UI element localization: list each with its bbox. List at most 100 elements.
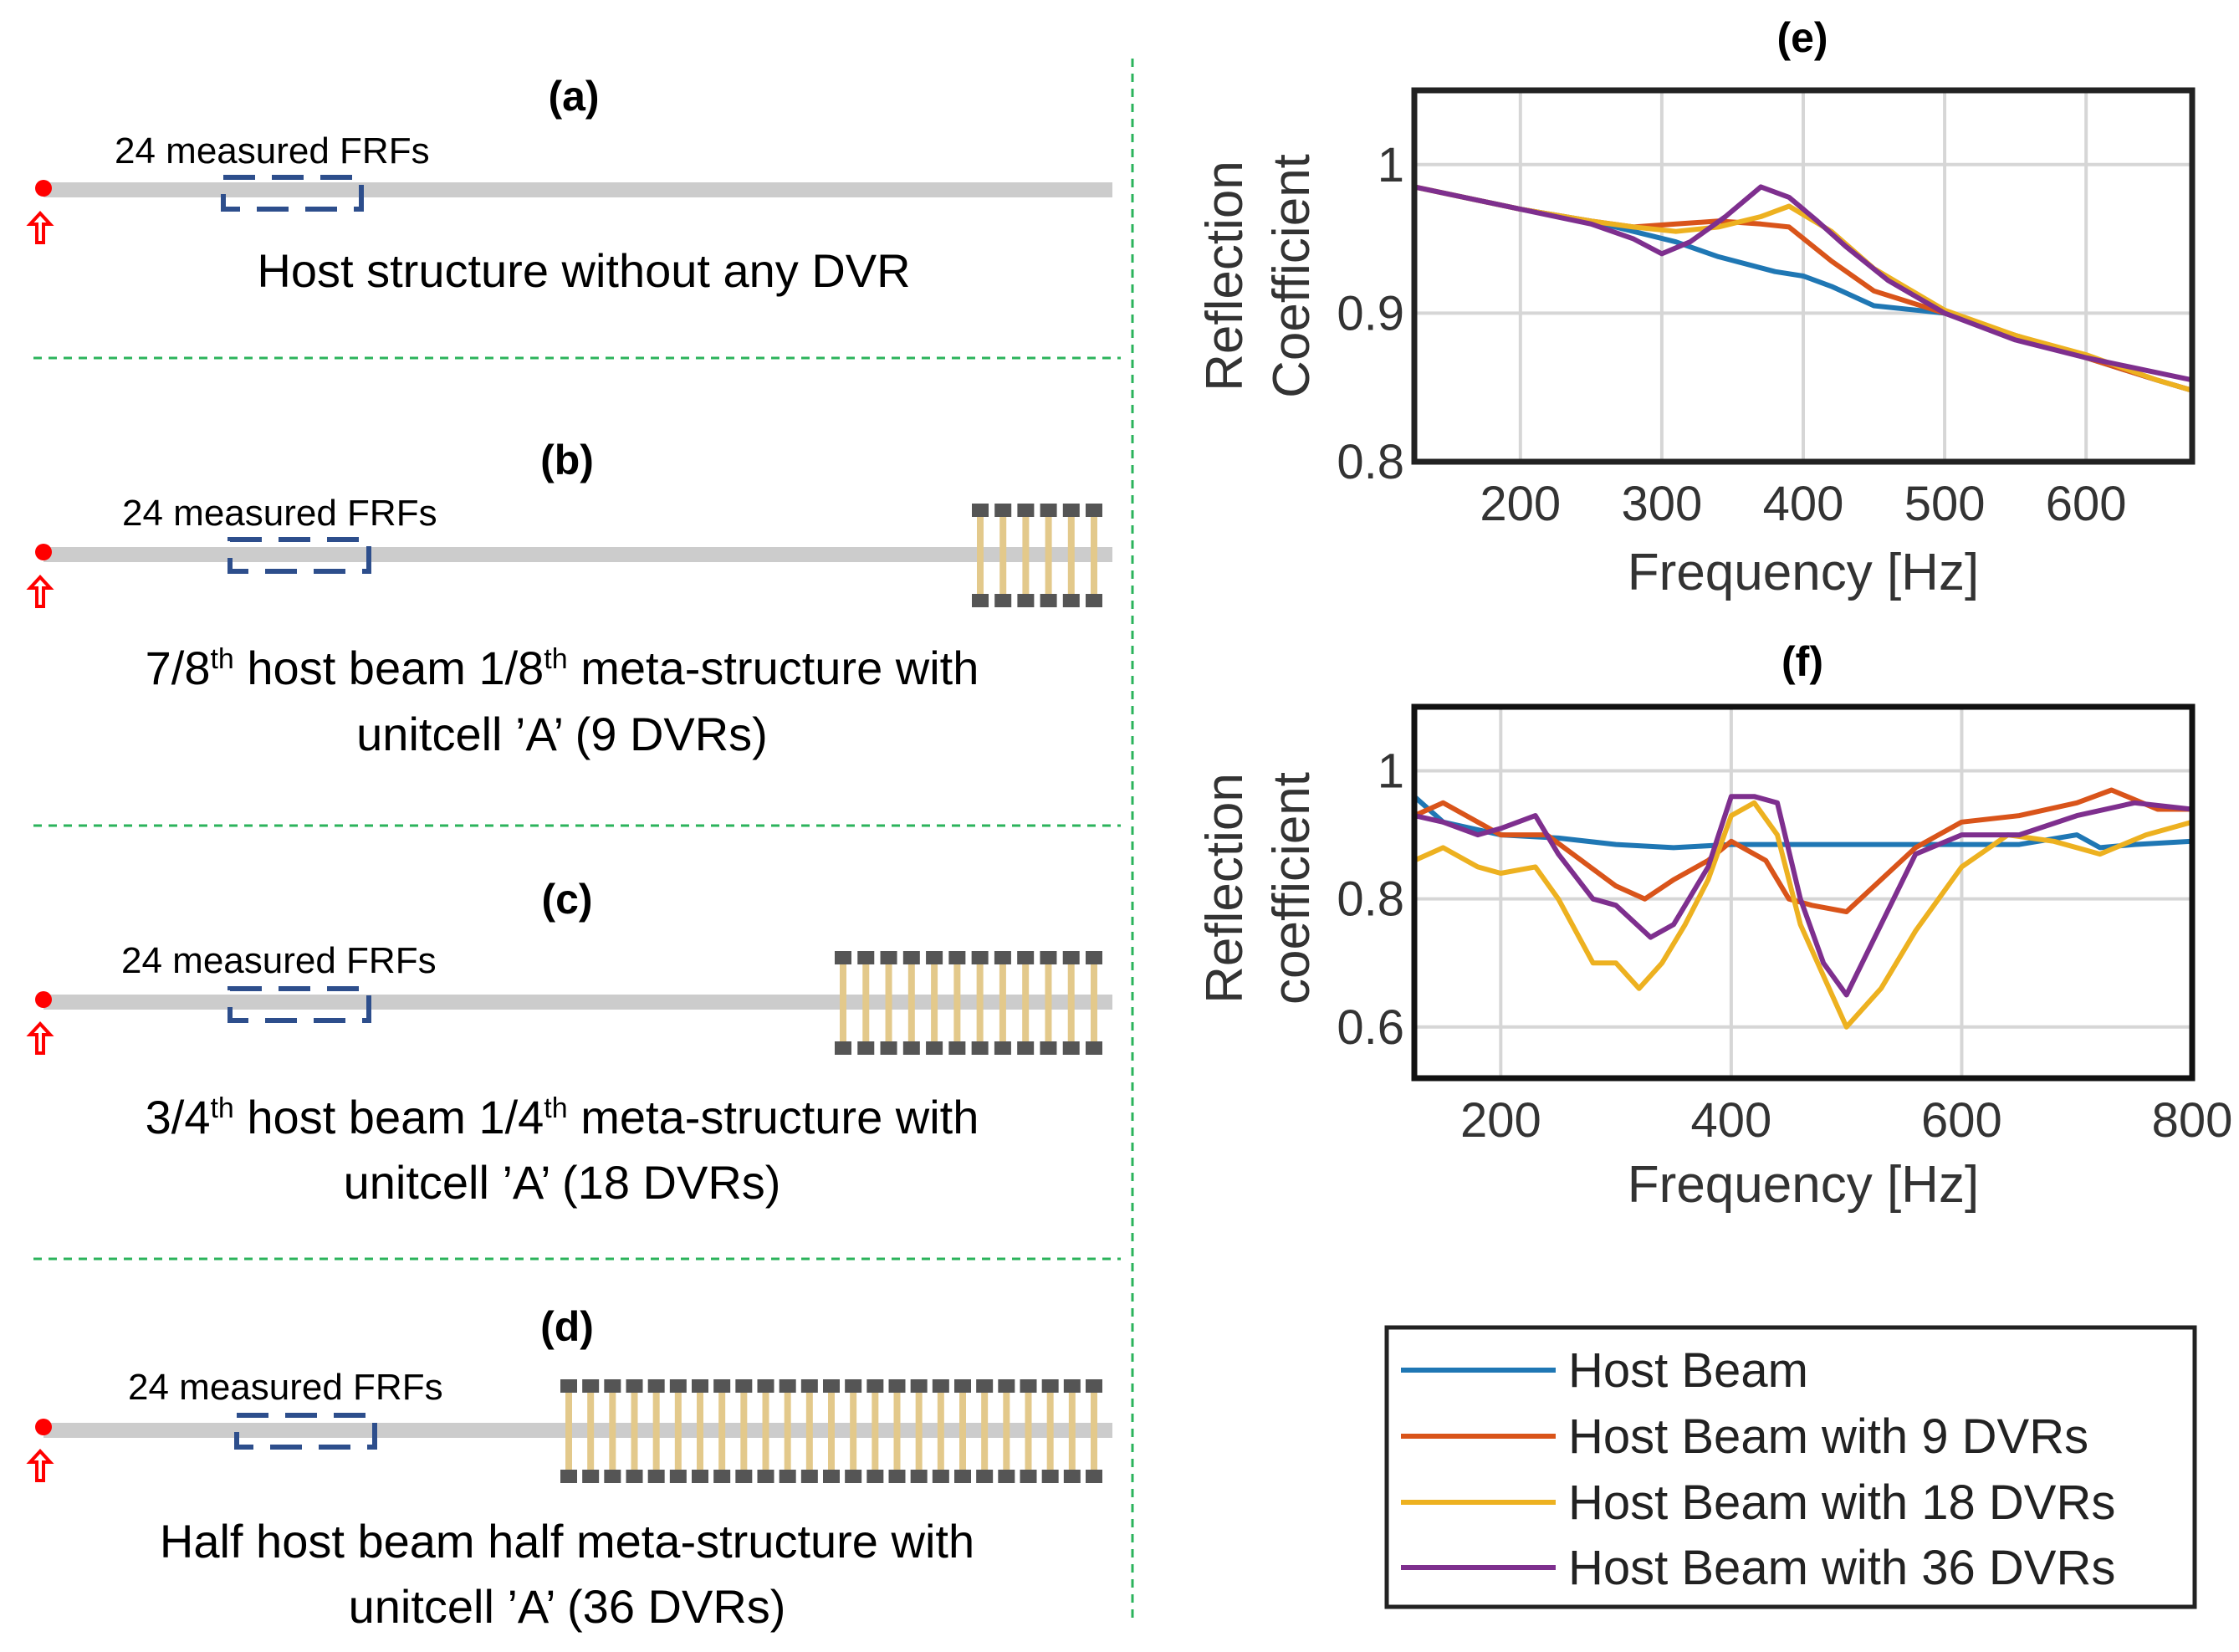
resonator-stem bbox=[1046, 1391, 1054, 1471]
y-tick-label: 0.8 bbox=[1337, 872, 1404, 927]
frf-region-d bbox=[234, 1413, 377, 1450]
resonator-stem bbox=[977, 515, 984, 596]
series-line-dvr18 bbox=[1414, 184, 2192, 393]
schematic-a: (a) 24 measured FRFs Host structure with… bbox=[26, 73, 1112, 297]
resonator-mass-bottom bbox=[998, 1470, 1015, 1483]
resonator-stem bbox=[1068, 1391, 1076, 1471]
frf-label-c: 24 measured FRFs bbox=[121, 940, 437, 981]
frf-region-c bbox=[227, 986, 371, 1023]
resonator-stem bbox=[762, 1391, 769, 1471]
resonator-mass-top bbox=[880, 951, 897, 964]
resonator-mass-bottom bbox=[1020, 1470, 1037, 1483]
resonator-mass-bottom bbox=[1040, 1041, 1057, 1055]
resonator-mass-bottom bbox=[1017, 1041, 1035, 1055]
legend-label-host: Host Beam bbox=[1568, 1343, 1808, 1398]
frf-region-b bbox=[227, 537, 371, 574]
caption-b-line2: unitcell ’A’ (9 DVRs) bbox=[356, 708, 768, 760]
resonator-mass-top bbox=[998, 1379, 1015, 1393]
resonator-stem bbox=[976, 963, 984, 1043]
legend-label-9dvr: Host Beam with 9 DVRs bbox=[1568, 1409, 2088, 1464]
resonator-mass-top bbox=[1086, 1379, 1102, 1393]
x-tick-label: 200 bbox=[1480, 477, 1561, 531]
resonator-mass-top bbox=[669, 1379, 687, 1393]
resonator-mass-bottom bbox=[713, 1470, 731, 1483]
ylabel-f-line2: coefficient bbox=[1263, 772, 1321, 1005]
series-line-dvr18 bbox=[1414, 800, 2192, 1030]
resonator-mass-top bbox=[1040, 504, 1057, 517]
resonator-mass-top bbox=[971, 951, 989, 964]
resonator-stem bbox=[805, 1391, 813, 1471]
axes-frame-f bbox=[1411, 703, 2196, 1082]
resonator-stem bbox=[907, 963, 915, 1043]
frf-label-d: 24 measured FRFs bbox=[128, 1367, 443, 1408]
x-tick-label: 400 bbox=[1690, 1093, 1771, 1148]
resonator-stem bbox=[609, 1391, 616, 1471]
resonator-stem bbox=[885, 963, 892, 1043]
resonator-mass-top bbox=[1017, 951, 1035, 964]
resonator-mass-top bbox=[976, 1379, 994, 1393]
y-tick-label: 0.9 bbox=[1337, 286, 1404, 340]
resonator-mass-top bbox=[692, 1379, 708, 1393]
resonator-mass-top bbox=[757, 1379, 774, 1393]
resonator-stem bbox=[915, 1391, 923, 1471]
resonator-mass-bottom bbox=[976, 1470, 994, 1483]
resonator-mass-bottom bbox=[582, 1470, 600, 1483]
series-line-dvr36 bbox=[1414, 794, 2192, 998]
y-tick-label: 0.8 bbox=[1337, 435, 1404, 489]
resonator-mass-bottom bbox=[857, 1041, 875, 1055]
resonator-mass-top bbox=[800, 1379, 818, 1393]
legend: Host Beam Host Beam with 9 DVRs Host Bea… bbox=[1384, 1325, 2197, 1609]
resonator-stem bbox=[1067, 963, 1075, 1043]
resonator-mass-bottom bbox=[1041, 1470, 1059, 1483]
frf-label-a: 24 measured FRFs bbox=[115, 130, 430, 171]
resonator-stem bbox=[872, 1391, 879, 1471]
resonator-mass-top bbox=[994, 951, 1011, 964]
panel-label-c: (c) bbox=[541, 876, 592, 923]
resonator-stem bbox=[1067, 515, 1075, 596]
resonator-mass-bottom bbox=[1086, 1041, 1102, 1055]
resonator-stem bbox=[784, 1391, 791, 1471]
resonator-mass-bottom bbox=[835, 1041, 851, 1055]
resonator-stem bbox=[1045, 515, 1052, 596]
resonator-mass-top bbox=[823, 1379, 840, 1393]
resonator-stem bbox=[931, 963, 938, 1043]
resonator-mass-top bbox=[647, 1379, 665, 1393]
schematic-b: (b) 24 measured FRFs 7/8th host beam 1/8… bbox=[26, 437, 1112, 760]
resonator-stem bbox=[893, 1391, 901, 1471]
resonator-mass-top bbox=[1062, 504, 1080, 517]
resonator-mass-bottom bbox=[735, 1470, 753, 1483]
x-tick-label: 400 bbox=[1763, 477, 1844, 531]
ticks-e: 200 300 400 500 600 0.8 0.9 1 bbox=[1337, 138, 2126, 531]
y-tick-label: 1 bbox=[1378, 744, 1404, 799]
resonator-stem bbox=[740, 1391, 748, 1471]
resonator-stem bbox=[999, 963, 1006, 1043]
resonator-mass-bottom bbox=[902, 1041, 920, 1055]
excitation-arrow-icon bbox=[26, 1021, 54, 1055]
resonator-mass-bottom bbox=[669, 1470, 687, 1483]
series-line-dvr36 bbox=[1414, 184, 2192, 383]
resonator-mass-bottom bbox=[779, 1470, 796, 1483]
resonator-mass-top bbox=[954, 1379, 971, 1393]
resonator-mass-top bbox=[604, 1379, 621, 1393]
panel-label-b: (b) bbox=[540, 437, 594, 483]
excitation-point-d bbox=[35, 1419, 52, 1435]
resonator-mass-bottom bbox=[647, 1470, 665, 1483]
legend-label-36dvr: Host Beam with 36 DVRs bbox=[1568, 1541, 2115, 1595]
resonator-mass-top bbox=[845, 1379, 862, 1393]
axes-frame-e bbox=[1411, 87, 2196, 465]
resonator-mass-top bbox=[888, 1379, 906, 1393]
x-tick-label: 600 bbox=[2046, 477, 2127, 531]
resonator-mass-top bbox=[626, 1379, 643, 1393]
resonator-mass-bottom bbox=[994, 1041, 1011, 1055]
resonator-mass-bottom bbox=[845, 1470, 862, 1483]
series-line-dvr9 bbox=[1414, 787, 2192, 914]
series-f bbox=[1414, 787, 2192, 1030]
resonator-mass-bottom bbox=[1062, 594, 1080, 607]
resonator-mass-bottom bbox=[823, 1470, 840, 1483]
resonator-array-c bbox=[835, 951, 1102, 1055]
xlabel-f: Frequency [Hz] bbox=[1628, 1156, 1979, 1214]
resonator-stem bbox=[850, 1391, 857, 1471]
resonator-mass-top bbox=[910, 1379, 928, 1393]
x-tick-label: 800 bbox=[2152, 1093, 2233, 1148]
